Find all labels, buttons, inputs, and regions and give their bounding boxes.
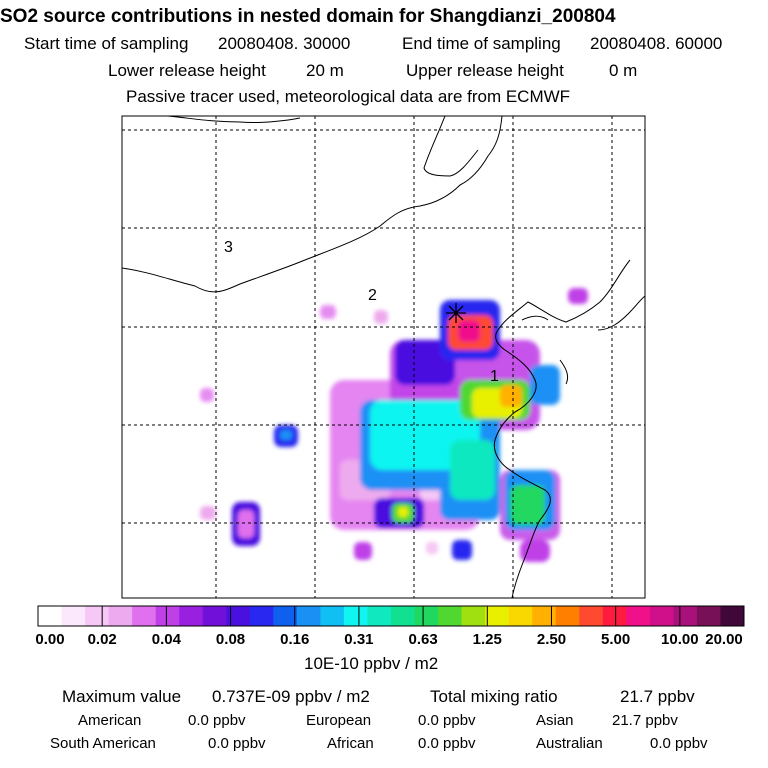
colorbar-cell bbox=[320, 606, 345, 626]
upper-height-value: 0 m bbox=[609, 61, 638, 80]
colorbar-cells bbox=[38, 606, 745, 626]
colorbar-cell bbox=[38, 606, 63, 626]
colorbar-cell bbox=[85, 606, 110, 626]
colorbar-cell bbox=[696, 606, 721, 626]
colorbar-cell bbox=[649, 606, 674, 626]
region-name-african: African bbox=[327, 735, 374, 752]
max-value: 0.737E-09 ppbv / m2 bbox=[212, 687, 370, 706]
region-name-american: American bbox=[78, 712, 142, 729]
map-frame bbox=[121, 115, 646, 599]
colorbar-unit: 10E-10 ppbv / m2 bbox=[304, 654, 439, 673]
region-label-2: 2 bbox=[368, 287, 377, 304]
colorbar-cell bbox=[720, 606, 745, 626]
colorbar-ticks bbox=[37, 606, 745, 626]
colorbar-cell bbox=[626, 606, 651, 626]
colorbar-cell bbox=[602, 606, 627, 626]
colorbar-tick-label: 0.00 bbox=[35, 631, 65, 648]
colorbar-cell bbox=[202, 606, 227, 626]
region-name-european: European bbox=[306, 712, 372, 729]
colorbar-cell bbox=[579, 606, 604, 626]
colorbar-cell bbox=[485, 606, 510, 626]
lower-height-value: 20 m bbox=[306, 61, 344, 80]
colorbar-cell bbox=[555, 606, 580, 626]
lower-height-label: Lower release height bbox=[108, 61, 266, 80]
colorbar-cell bbox=[438, 606, 463, 626]
upper-height-label: Upper release height bbox=[406, 61, 564, 80]
colorbar-tick-label: 0.04 bbox=[151, 631, 181, 648]
colorbar-tick-label: 1.25 bbox=[472, 631, 502, 648]
region-label-3: 3 bbox=[224, 239, 233, 256]
colorbar-tick-label: 0.02 bbox=[87, 631, 117, 648]
colorbar-tick-label: 0.16 bbox=[280, 631, 310, 648]
region-name-australian: Australian bbox=[536, 735, 603, 752]
region-value-south-american: 0.0 ppbv bbox=[208, 735, 266, 752]
star-icon bbox=[446, 303, 466, 323]
colorbar-cell bbox=[273, 606, 298, 626]
colorbar-cell bbox=[461, 606, 486, 626]
colorbar-cell bbox=[532, 606, 557, 626]
colorbar-cell bbox=[296, 606, 321, 626]
max-value-label: Maximum value bbox=[62, 687, 182, 706]
graticule bbox=[122, 116, 645, 598]
region-value-european: 0.0 ppbv bbox=[418, 712, 476, 729]
colorbar-cell bbox=[673, 606, 698, 626]
end-time-label: End time of sampling bbox=[402, 34, 561, 53]
region-value-australian: 0.0 ppbv bbox=[650, 735, 708, 752]
start-time-label: Start time of sampling bbox=[24, 34, 189, 53]
colorbar-tick-label: 2.50 bbox=[536, 631, 567, 648]
colorbar-tick-label: 20.00 bbox=[705, 631, 743, 648]
region-name-south-american: South American bbox=[50, 735, 156, 752]
total-mixing-label: Total mixing ratio bbox=[430, 687, 558, 706]
colorbar-cell bbox=[61, 606, 86, 626]
colorbar-tick-label: 0.08 bbox=[215, 631, 246, 648]
region-value-african: 0.0 ppbv bbox=[418, 735, 476, 752]
region-label-1: 1 bbox=[490, 368, 499, 385]
colorbar-cell bbox=[108, 606, 133, 626]
colorbar-cell bbox=[367, 606, 392, 626]
colorbar-cell bbox=[343, 606, 368, 626]
start-time-value: 20080408. 30000 bbox=[218, 34, 351, 53]
colorbar-cell bbox=[414, 606, 439, 626]
end-time-value: 20080408. 60000 bbox=[590, 34, 723, 53]
total-mixing-value: 21.7 ppbv bbox=[620, 687, 695, 706]
colorbar-cell bbox=[179, 606, 204, 626]
colorbar-cell bbox=[249, 606, 274, 626]
colorbar-tick-label: 10.00 bbox=[661, 631, 699, 648]
data-source-note: Passive tracer used, meteorological data… bbox=[126, 87, 571, 106]
colorbar-tick-label: 5.00 bbox=[601, 631, 631, 648]
colorbar-tick-label: 0.31 bbox=[344, 631, 374, 648]
region-value-asian: 21.7 ppbv bbox=[612, 712, 678, 729]
colorbar-cell bbox=[391, 606, 416, 626]
colorbar-cell bbox=[132, 606, 157, 626]
colorbar-cell bbox=[226, 606, 251, 626]
region-value-american: 0.0 ppbv bbox=[188, 712, 246, 729]
colorbar-cell bbox=[155, 606, 180, 626]
colorbar-tick-label: 0.63 bbox=[408, 631, 438, 648]
region-name-asian: Asian bbox=[536, 712, 574, 729]
colorbar-cell bbox=[508, 606, 533, 626]
page-title: SO2 source contributions in nested domai… bbox=[0, 6, 616, 27]
